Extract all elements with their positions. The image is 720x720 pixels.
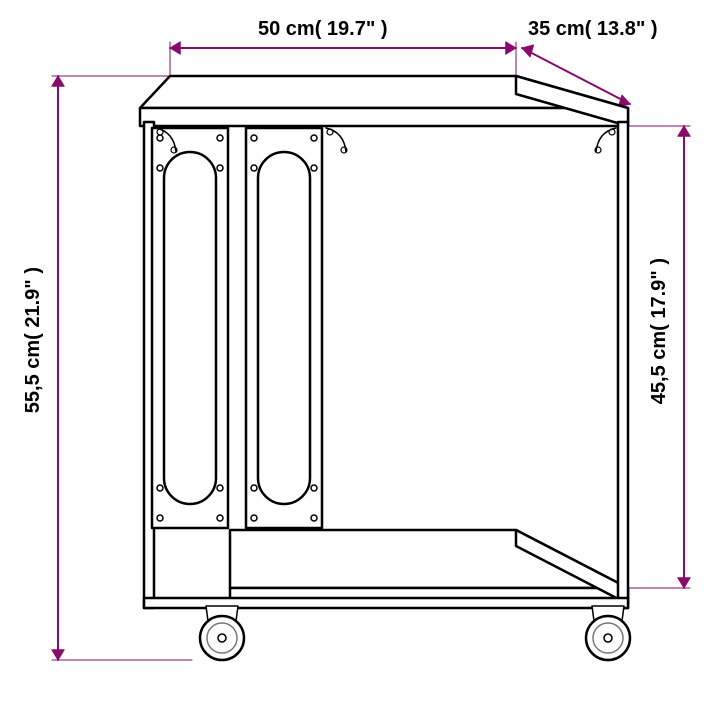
inner-height-label: 45,5 cm( 17.9" ): [648, 258, 671, 404]
height-label: 55,5 cm( 21.9" ): [22, 267, 45, 413]
width-label: 50 cm( 19.7" ): [258, 18, 388, 41]
depth-label: 35 cm( 13.8" ): [528, 18, 658, 41]
diagram-svg: [0, 0, 720, 720]
dimension-diagram: 50 cm( 19.7" ) 35 cm( 13.8" ) 55,5 cm( 2…: [0, 0, 720, 720]
